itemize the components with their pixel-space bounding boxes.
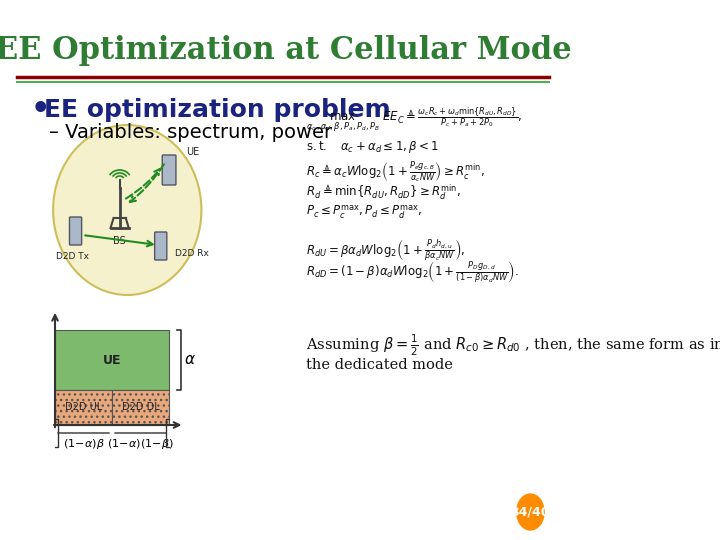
Text: $R_d \triangleq \min\{R_{dU}, R_{dD}\} \geq R_d^{\min},$: $R_d \triangleq \min\{R_{dU}, R_{dD}\} \… — [306, 183, 461, 202]
Text: BS: BS — [113, 236, 126, 246]
Text: D2D Tx: D2D Tx — [56, 252, 89, 261]
Text: $\max_{\alpha_c,\alpha_d,\beta,P_a,P_d,P_B}\ EE_C \triangleq \frac{\omega_c R_c : $\max_{\alpha_c,\alpha_d,\beta,P_a,P_d,P… — [306, 106, 522, 134]
Text: UE: UE — [186, 147, 199, 157]
FancyBboxPatch shape — [155, 232, 167, 260]
Text: $P_c \leq P_c^{\max}, P_d \leq P_d^{\max},$: $P_c \leq P_c^{\max}, P_d \leq P_d^{\max… — [306, 203, 423, 221]
Text: $(1\!-\!\alpha)(1\!-\!\beta)$: $(1\!-\!\alpha)(1\!-\!\beta)$ — [107, 437, 174, 451]
Text: $(1\!-\!\alpha)\beta$: $(1\!-\!\alpha)\beta$ — [63, 437, 104, 451]
Text: $\alpha$: $\alpha$ — [184, 353, 196, 368]
FancyBboxPatch shape — [112, 390, 169, 425]
Text: the dedicated mode: the dedicated mode — [306, 358, 453, 372]
Text: $R_{dD} = (1-\beta)\alpha_d W \log_2\!\left(1 + \frac{P_{D}g_{D,d}}{(1-\beta)\al: $R_{dD} = (1-\beta)\alpha_d W \log_2\!\l… — [306, 259, 519, 285]
Text: EE Optimization at Cellular Mode: EE Optimization at Cellular Mode — [0, 35, 572, 65]
Text: 34/40: 34/40 — [510, 505, 550, 518]
FancyBboxPatch shape — [69, 217, 81, 245]
Text: Assuming $\beta = \frac{1}{2}$ and $R_{c0} \geq R_{d0}$ , then, the same form as: Assuming $\beta = \frac{1}{2}$ and $R_{c… — [306, 332, 720, 357]
Text: •: • — [31, 96, 50, 125]
Text: UE: UE — [103, 354, 121, 367]
Text: – Variables: spectrum, power: – Variables: spectrum, power — [49, 123, 332, 141]
Text: D2D DL: D2D DL — [122, 402, 159, 413]
Ellipse shape — [53, 125, 202, 295]
Text: D2D UL: D2D UL — [65, 402, 102, 413]
Text: $R_c \triangleq \alpha_c W \log_2\!\left(1 + \frac{P_e g_{c,B}}{\alpha_c N W}\ri: $R_c \triangleq \alpha_c W \log_2\!\left… — [306, 159, 485, 185]
FancyBboxPatch shape — [55, 390, 112, 425]
Text: D2D Rx: D2D Rx — [175, 248, 209, 258]
FancyBboxPatch shape — [162, 155, 176, 185]
Text: EE optimization problem: EE optimization problem — [44, 98, 390, 122]
FancyBboxPatch shape — [55, 330, 169, 390]
Circle shape — [517, 494, 544, 530]
Text: $R_{dU} = \beta\alpha_d W \log_2\!\left(1 + \frac{P_d h_{d,u}}{\beta\alpha_c N W: $R_{dU} = \beta\alpha_d W \log_2\!\left(… — [306, 237, 465, 263]
Text: $\mathrm{s.t.}\ \ \ \alpha_c + \alpha_d \leq 1, \beta < 1$: $\mathrm{s.t.}\ \ \ \alpha_c + \alpha_d … — [306, 139, 438, 155]
